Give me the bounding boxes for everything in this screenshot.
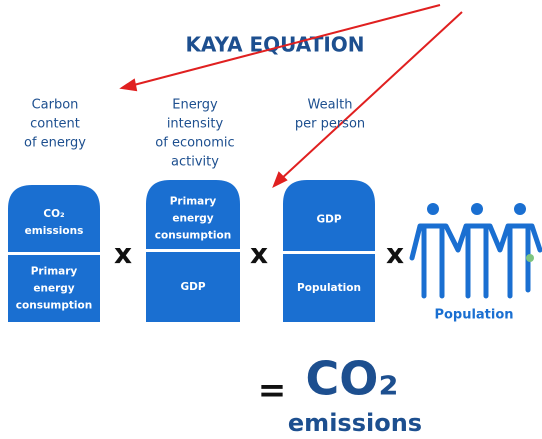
denominator-block xyxy=(146,252,240,322)
column-header: of energy xyxy=(24,136,86,151)
operator: x xyxy=(386,237,404,270)
column-header: intensity xyxy=(167,117,224,132)
numerator-text: Primary xyxy=(170,196,217,208)
denominator-text: Primary xyxy=(31,266,78,278)
denominator-text: consumption xyxy=(16,300,92,312)
result-label: emissions xyxy=(288,409,422,437)
denominator-block xyxy=(283,254,375,322)
numerator-text: emissions xyxy=(25,225,84,237)
numerator-block xyxy=(283,180,375,251)
column-header: Energy xyxy=(172,98,218,113)
equals-sign: = xyxy=(258,371,287,411)
column-header: content xyxy=(30,117,80,132)
column-header: Wealth xyxy=(307,98,352,113)
column-header: activity xyxy=(171,155,219,170)
numerator-text: CO₂ xyxy=(43,208,65,220)
denominator-text: energy xyxy=(33,283,74,295)
column-header: of economic xyxy=(155,136,234,151)
operator: x xyxy=(250,237,268,270)
numerator-block xyxy=(146,180,240,249)
column-header: Carbon xyxy=(32,98,79,113)
title: KAYA EQUATION xyxy=(185,33,364,57)
denominator-text: GDP xyxy=(180,281,205,293)
numerator-text: consumption xyxy=(155,230,231,242)
annotation-arrows xyxy=(119,4,463,189)
numerator-text: GDP xyxy=(316,214,341,226)
numerator-block xyxy=(8,185,100,252)
population-label: Population xyxy=(434,308,513,323)
operator: x xyxy=(114,237,132,270)
result-formula: CO₂ xyxy=(305,352,398,406)
denominator-text: Population xyxy=(297,282,361,294)
numerator-text: energy xyxy=(172,213,213,225)
denominator-block xyxy=(8,255,100,322)
column-header: per person xyxy=(295,117,365,132)
population-icon xyxy=(409,203,542,299)
